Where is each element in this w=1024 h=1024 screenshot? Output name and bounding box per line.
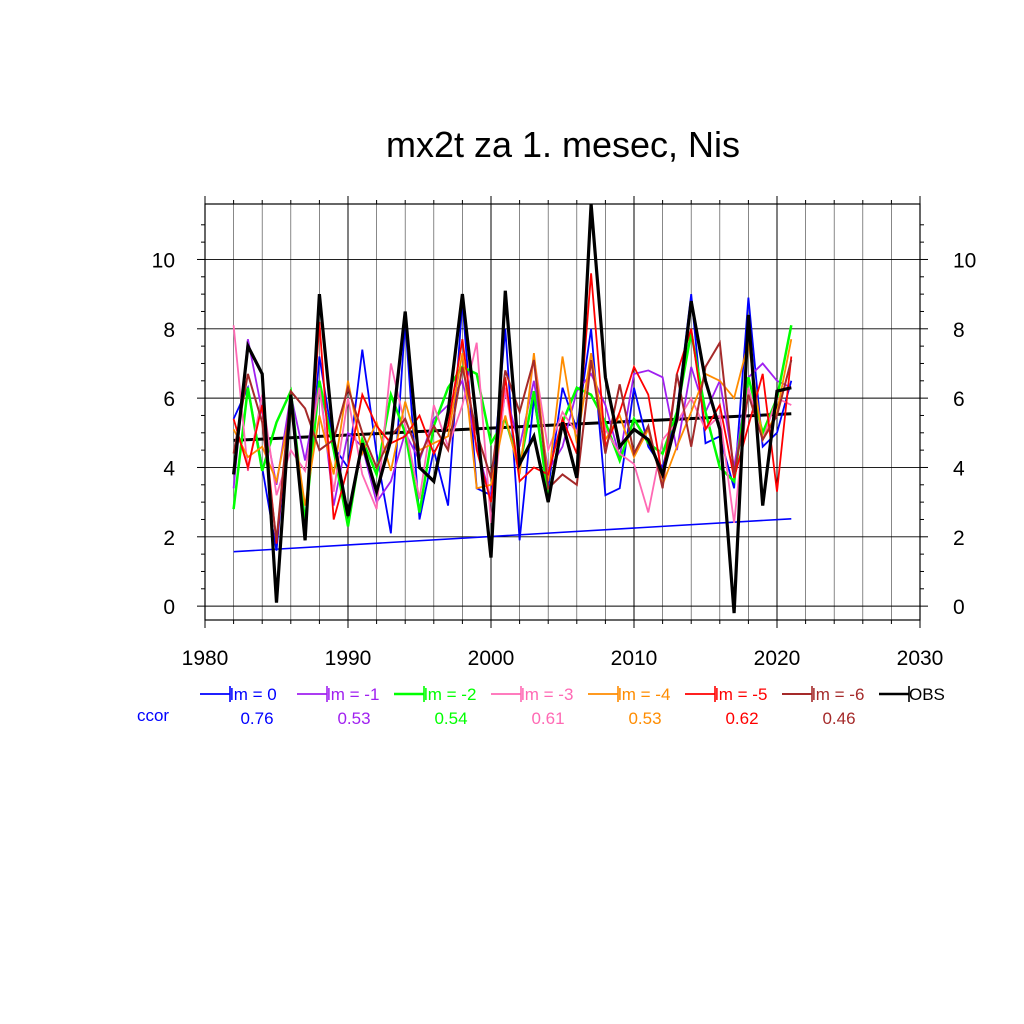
y-tick-label-right: 8 xyxy=(953,319,965,342)
trend-line xyxy=(233,517,792,553)
y-tick-label-right: 10 xyxy=(953,249,976,272)
legend-label: OBS xyxy=(909,685,945,704)
y-tick-label: 8 xyxy=(163,319,175,342)
legend-label: lm = -2 xyxy=(424,685,476,704)
y-tick-label-right: 4 xyxy=(953,457,965,480)
y-tick-label: 0 xyxy=(163,596,175,619)
x-tick-label: 2010 xyxy=(611,647,658,670)
ccor-value: 0.54 xyxy=(434,709,467,728)
tick-labels: 0 0 2 2 4 4 6 6 8 8 10 10 1980 1990 2000 2010 2020 2030 xyxy=(152,249,977,670)
series-line xyxy=(232,273,793,544)
chart-title: mx2t za 1. mesec, Nis xyxy=(386,124,740,165)
y-tick-label: 2 xyxy=(163,527,175,550)
y-tick-label-right: 2 xyxy=(953,527,965,550)
x-tick-label: 1990 xyxy=(325,647,372,670)
legend-label: lm = -3 xyxy=(521,685,573,704)
ccor-value: 0.46 xyxy=(822,709,855,728)
ccor-value: 0.53 xyxy=(337,709,370,728)
legend-label: lm = -4 xyxy=(618,685,670,704)
x-tick-label: 2020 xyxy=(754,647,801,670)
ccor-label: ccor xyxy=(137,706,169,725)
legend-label: lm = -1 xyxy=(327,685,379,704)
x-tick-label: 2030 xyxy=(897,647,944,670)
series-line xyxy=(232,203,792,614)
ccor-value: 0.61 xyxy=(531,709,564,728)
y-tick-label: 4 xyxy=(163,457,175,480)
ccor-value: 0.76 xyxy=(240,709,273,728)
y-tick-label: 10 xyxy=(152,249,175,272)
legend-label: lm = -5 xyxy=(715,685,767,704)
legend-label: lm = -6 xyxy=(812,685,864,704)
y-tick-label: 6 xyxy=(163,388,175,411)
x-tick-label: 2000 xyxy=(468,647,515,670)
y-tick-label-right: 6 xyxy=(953,388,965,411)
plot-frame xyxy=(197,196,928,628)
plot-border xyxy=(204,203,921,621)
legend: ccor lm = 0 0.76 lm = -1 0.53 lm = -2 0.54 lm … xyxy=(137,685,945,728)
x-tick-label: 1980 xyxy=(182,647,229,670)
ccor-value: 0.62 xyxy=(725,709,758,728)
legend-label: lm = 0 xyxy=(230,685,277,704)
ccor-value: 0.53 xyxy=(628,709,661,728)
y-tick-label-right: 0 xyxy=(953,596,965,619)
series-lines xyxy=(232,203,793,614)
